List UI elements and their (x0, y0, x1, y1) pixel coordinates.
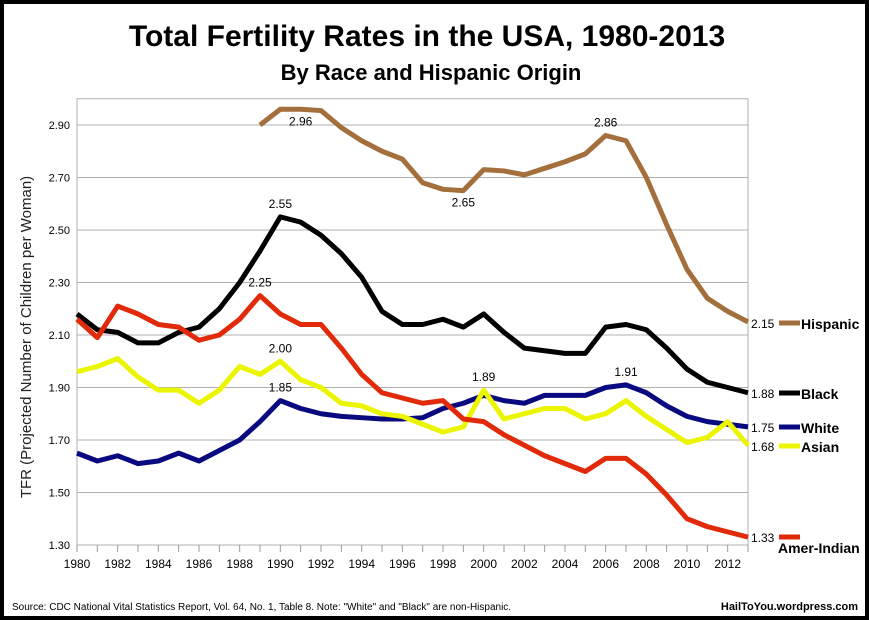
y-axis-label: TFR (Projected Number of Children per Wo… (18, 176, 35, 498)
end-value-label: 1.88 (751, 387, 775, 401)
end-value-label: 1.33 (751, 531, 775, 545)
y-tick-label: 1.90 (49, 383, 70, 395)
source-note: Source: CDC National Vital Statistics Re… (12, 602, 511, 613)
y-tick-label: 2.90 (49, 120, 70, 132)
data-label: 2.65 (452, 196, 476, 210)
x-tick-label: 2000 (470, 557, 497, 571)
series-line-hispanic (258, 106, 750, 325)
legend-label: Hispanic (801, 316, 860, 332)
y-tick-label: 1.30 (49, 540, 70, 552)
x-tick-label: 1996 (389, 557, 416, 571)
data-label: 2.96 (289, 114, 313, 128)
series-line-black (75, 214, 749, 396)
series-line-amer-indian (75, 293, 749, 540)
y-tick-label: 2.30 (49, 278, 70, 290)
x-tick-label: 1984 (145, 557, 172, 571)
x-tick-label: 2012 (714, 557, 741, 571)
data-label: 2.86 (594, 116, 618, 130)
x-tick-label: 2004 (552, 557, 579, 571)
data-label: 1.89 (472, 370, 496, 384)
x-tick-label: 1992 (308, 557, 335, 571)
y-tick-label: 1.70 (49, 435, 70, 447)
end-value-label: 1.75 (751, 421, 775, 435)
data-label: 1.85 (269, 381, 293, 395)
legend-label: Black (801, 386, 839, 402)
x-tick-label: 2008 (633, 557, 660, 571)
x-tick-label: 1998 (430, 557, 457, 571)
legend: 2.15 Hispanic 1.88 Black 1.75 White 1.68 Asian 1… (751, 316, 860, 556)
x-tick-label: 2010 (674, 557, 701, 571)
y-tick-label: 2.70 (49, 173, 70, 185)
chart-title: Total Fertility Rates in the USA, 1980-2… (129, 20, 725, 53)
y-tick-label: 2.10 (49, 330, 70, 342)
x-tick-label: 1994 (348, 557, 375, 571)
data-labels: 2.96 2.65 2.86 2.55 1.85 1.91 2.00 1.89 2.25 (248, 114, 638, 394)
x-tick-label: 1980 (64, 557, 91, 571)
x-tick-label: 1982 (104, 557, 131, 571)
x-tick-label: 2002 (511, 557, 538, 571)
series-lines (75, 106, 750, 540)
chart-subtitle: By Race and Hispanic Origin (281, 60, 582, 85)
x-tick-label: 1988 (226, 557, 253, 571)
series-line-white (76, 382, 749, 467)
legend-label: Amer-Indian (778, 540, 860, 556)
x-tick-label: 1986 (186, 557, 213, 571)
series-line-asian (76, 356, 750, 447)
data-label: 2.25 (248, 276, 272, 290)
legend-label: Asian (801, 439, 839, 455)
x-tick-label: 2006 (592, 557, 619, 571)
data-label: 2.00 (269, 341, 293, 355)
y-tick-label: 2.50 (49, 225, 70, 237)
credit: HailToYou.wordpress.com (721, 601, 858, 613)
data-label: 2.55 (269, 197, 293, 211)
legend-label: White (801, 420, 839, 436)
data-label: 1.91 (614, 365, 638, 379)
y-tick-label: 1.50 (49, 488, 70, 500)
x-tick-label: 1990 (267, 557, 294, 571)
end-value-label: 1.68 (751, 440, 775, 454)
end-value-label: 2.15 (751, 317, 775, 331)
